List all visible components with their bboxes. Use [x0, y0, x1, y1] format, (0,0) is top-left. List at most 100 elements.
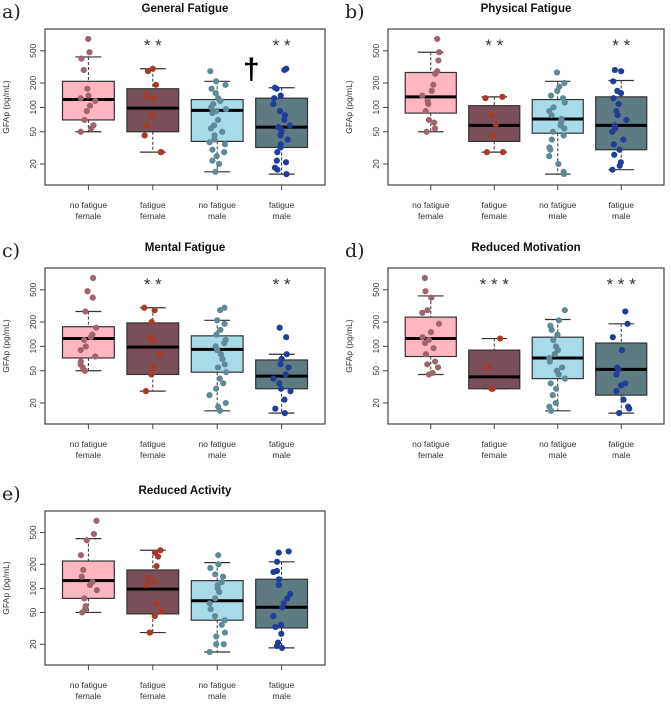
- data-point: [150, 364, 157, 371]
- data-point: [616, 162, 623, 169]
- data-point: [613, 371, 620, 378]
- data-point: [221, 361, 228, 368]
- data-point: [561, 375, 568, 382]
- data-point: [436, 49, 443, 56]
- data-point: [554, 87, 561, 94]
- data-point: [270, 613, 277, 620]
- data-point: [419, 309, 426, 316]
- data-point: [83, 108, 90, 115]
- data-point: [620, 396, 627, 403]
- data-point: [81, 595, 88, 602]
- x-tick-label-line2: male: [208, 691, 227, 701]
- x-tick-label-line2: female: [140, 450, 166, 460]
- panel-reduced-activity: e) Reduced Activity GFAp (pg/mL) 20 50 100 200…: [1, 483, 326, 701]
- data-point: [217, 307, 224, 314]
- data-point: [434, 364, 442, 371]
- data-point: [151, 307, 158, 314]
- data-point: [422, 351, 430, 358]
- data-point: [81, 336, 88, 344]
- data-point: [214, 317, 221, 324]
- data-point: [85, 35, 92, 43]
- significance-annotation: * *: [144, 275, 162, 294]
- data-point: [215, 160, 223, 168]
- y-tick-label: 50: [371, 366, 381, 376]
- data-point: [611, 151, 618, 158]
- data-point: [77, 552, 84, 559]
- iqr-box: [531, 98, 584, 134]
- x-tick-label-line2: male: [272, 691, 291, 701]
- x-tick-label-line1: no fatigue: [70, 680, 108, 690]
- data-point: [207, 125, 215, 132]
- data-point: [86, 49, 93, 56]
- data-point: [561, 125, 568, 132]
- data-point: [270, 100, 277, 108]
- y-tick-label: 500: [28, 282, 38, 296]
- data-point: [150, 95, 157, 102]
- data-point: [207, 564, 214, 572]
- data-point: [489, 385, 496, 392]
- data-point: [208, 85, 215, 92]
- data-point: [430, 81, 437, 88]
- data-point: [80, 66, 87, 74]
- data-point: [212, 90, 219, 97]
- data-point: [425, 116, 432, 124]
- data-point: [92, 353, 99, 360]
- data-point: [77, 128, 84, 135]
- data-point: [431, 119, 438, 126]
- y-tick-label: 500: [28, 43, 38, 57]
- panel-general-fatigue: a) General Fatigue GFAp (pg/mL) 20 50 100 200 5…: [1, 1, 326, 221]
- data-point: [273, 157, 280, 164]
- data-point: [287, 388, 294, 395]
- y-axis-label: GFAp (pg/mL): [1, 80, 11, 134]
- data-point: [85, 92, 92, 99]
- data-point: [546, 153, 553, 160]
- data-point: [206, 392, 213, 399]
- significance-annotation: * *: [273, 36, 291, 55]
- data-point: [287, 590, 294, 598]
- data-point: [610, 141, 617, 148]
- data-point: [561, 79, 568, 87]
- y-axis-label: GFAp (pg/mL): [1, 561, 11, 615]
- x-tick-label-line2: male: [549, 211, 568, 221]
- data-point: [423, 128, 430, 135]
- data-point: [275, 576, 283, 583]
- y-tick-label: 20: [371, 159, 381, 169]
- data-point: [212, 595, 219, 602]
- data-point: [83, 537, 90, 544]
- data-point: [482, 95, 489, 102]
- y-tick-label: 200: [28, 315, 38, 329]
- data-point: [215, 552, 222, 559]
- data-point: [421, 274, 428, 282]
- data-point: [553, 69, 561, 76]
- x-tick-label-line1: no fatigue: [70, 200, 108, 210]
- x-tick-label-line2: female: [76, 450, 102, 460]
- panel-title: Reduced Motivation: [471, 242, 580, 254]
- y-tick-label: 50: [28, 127, 38, 137]
- data-point: [285, 364, 292, 371]
- data-point: [614, 112, 621, 119]
- data-point: [427, 329, 435, 336]
- data-point: [215, 561, 222, 568]
- data-point: [428, 294, 435, 301]
- data-point: [220, 380, 227, 387]
- data-point: [141, 304, 148, 311]
- data-point: [490, 132, 497, 139]
- x-tick-label-line1: no fatigue: [412, 439, 450, 449]
- panel-title: Mental Fatigue: [145, 242, 226, 254]
- data-point: [142, 388, 150, 395]
- data-point: [622, 308, 629, 315]
- data-point: [424, 361, 431, 368]
- data-point: [284, 595, 291, 602]
- x-tick-label-line1: no fatigue: [70, 439, 108, 449]
- data-point: [277, 132, 284, 139]
- x-tick-label-line2: female: [482, 450, 508, 460]
- panel-physical-fatigue: b) Physical Fatigue GFAp (pg/mL) 20 50 100 200…: [344, 1, 665, 221]
- data-point: [222, 399, 229, 407]
- data-point: [497, 335, 504, 342]
